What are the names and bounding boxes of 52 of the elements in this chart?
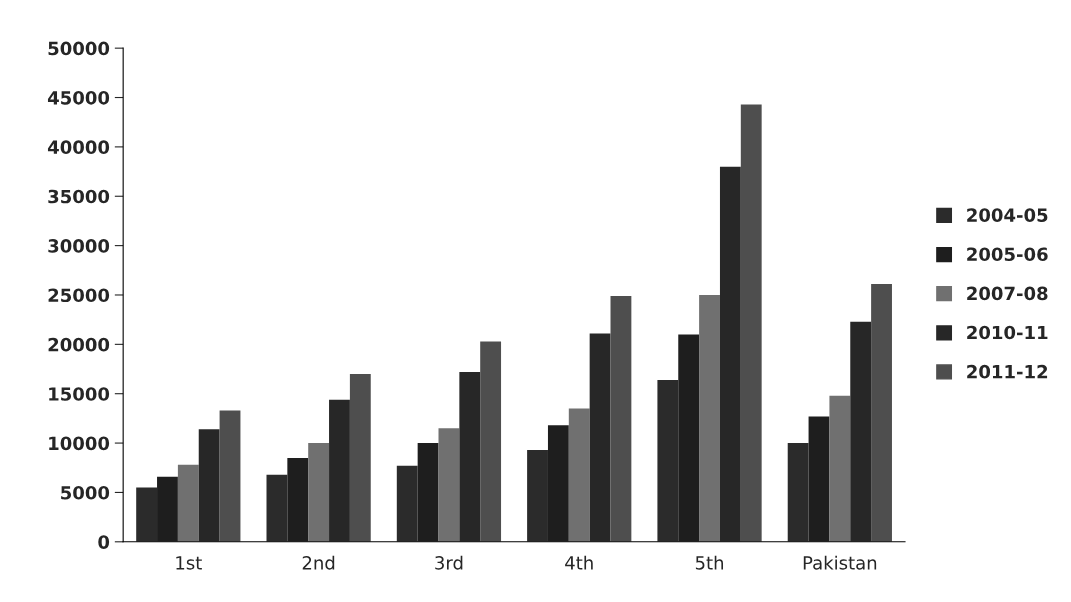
y-tick-label: 25000: [48, 288, 110, 303]
bar: [349, 373, 371, 542]
bar: [308, 443, 330, 542]
y-tick-label: 30000: [48, 239, 110, 253]
bar: [610, 295, 632, 542]
bar: [157, 476, 178, 542]
bar: [850, 321, 872, 542]
y-tick-label: 0: [98, 535, 110, 549]
y-tick-label: 10000: [49, 436, 110, 451]
legend-label: 2010-11: [967, 325, 1048, 340]
bar: [287, 457, 309, 542]
bar: [568, 408, 590, 542]
bar: [219, 410, 241, 542]
bar: [177, 464, 199, 542]
y-tick-label: 15000: [49, 387, 110, 401]
bar: [787, 443, 809, 542]
y-tick-label: 45000: [47, 90, 110, 105]
bar: [459, 371, 481, 542]
x-tick-label: 4th: [565, 555, 593, 570]
bar: [699, 294, 720, 542]
bar: [438, 428, 460, 542]
bar: [808, 416, 830, 542]
legend-label: 2007-08: [967, 286, 1048, 301]
y-tick-label: 20000: [48, 337, 110, 352]
bar: [396, 465, 418, 542]
bar: [657, 379, 679, 542]
bar: [527, 449, 548, 542]
bar: [136, 487, 158, 542]
bar: [547, 425, 569, 542]
x-tick-label: 1st: [176, 556, 202, 570]
legend-label: 2004-05: [967, 208, 1048, 222]
bar: [719, 166, 741, 542]
bar: [480, 341, 502, 542]
bar: [417, 443, 439, 542]
y-tick-label: 35000: [48, 189, 110, 204]
bar: [329, 399, 350, 542]
bar: [266, 474, 288, 542]
x-tick-label: 5th: [695, 555, 724, 570]
y-tick-label: 40000: [47, 140, 110, 154]
legend-label: 2011-12: [967, 364, 1048, 379]
legend-label: 2005-06: [967, 247, 1048, 262]
bar: [198, 429, 220, 542]
bar: [678, 334, 700, 542]
x-tick-label: 2nd: [302, 555, 335, 570]
bar: [740, 104, 762, 542]
bar: [871, 284, 892, 542]
y-tick-label: 5000: [61, 485, 110, 500]
y-tick-label: 50000: [48, 41, 110, 56]
bar: [829, 395, 851, 542]
x-tick-label: Pakistan: [803, 555, 877, 570]
bar: [589, 333, 611, 542]
x-tick-label: 3rd: [435, 555, 463, 570]
